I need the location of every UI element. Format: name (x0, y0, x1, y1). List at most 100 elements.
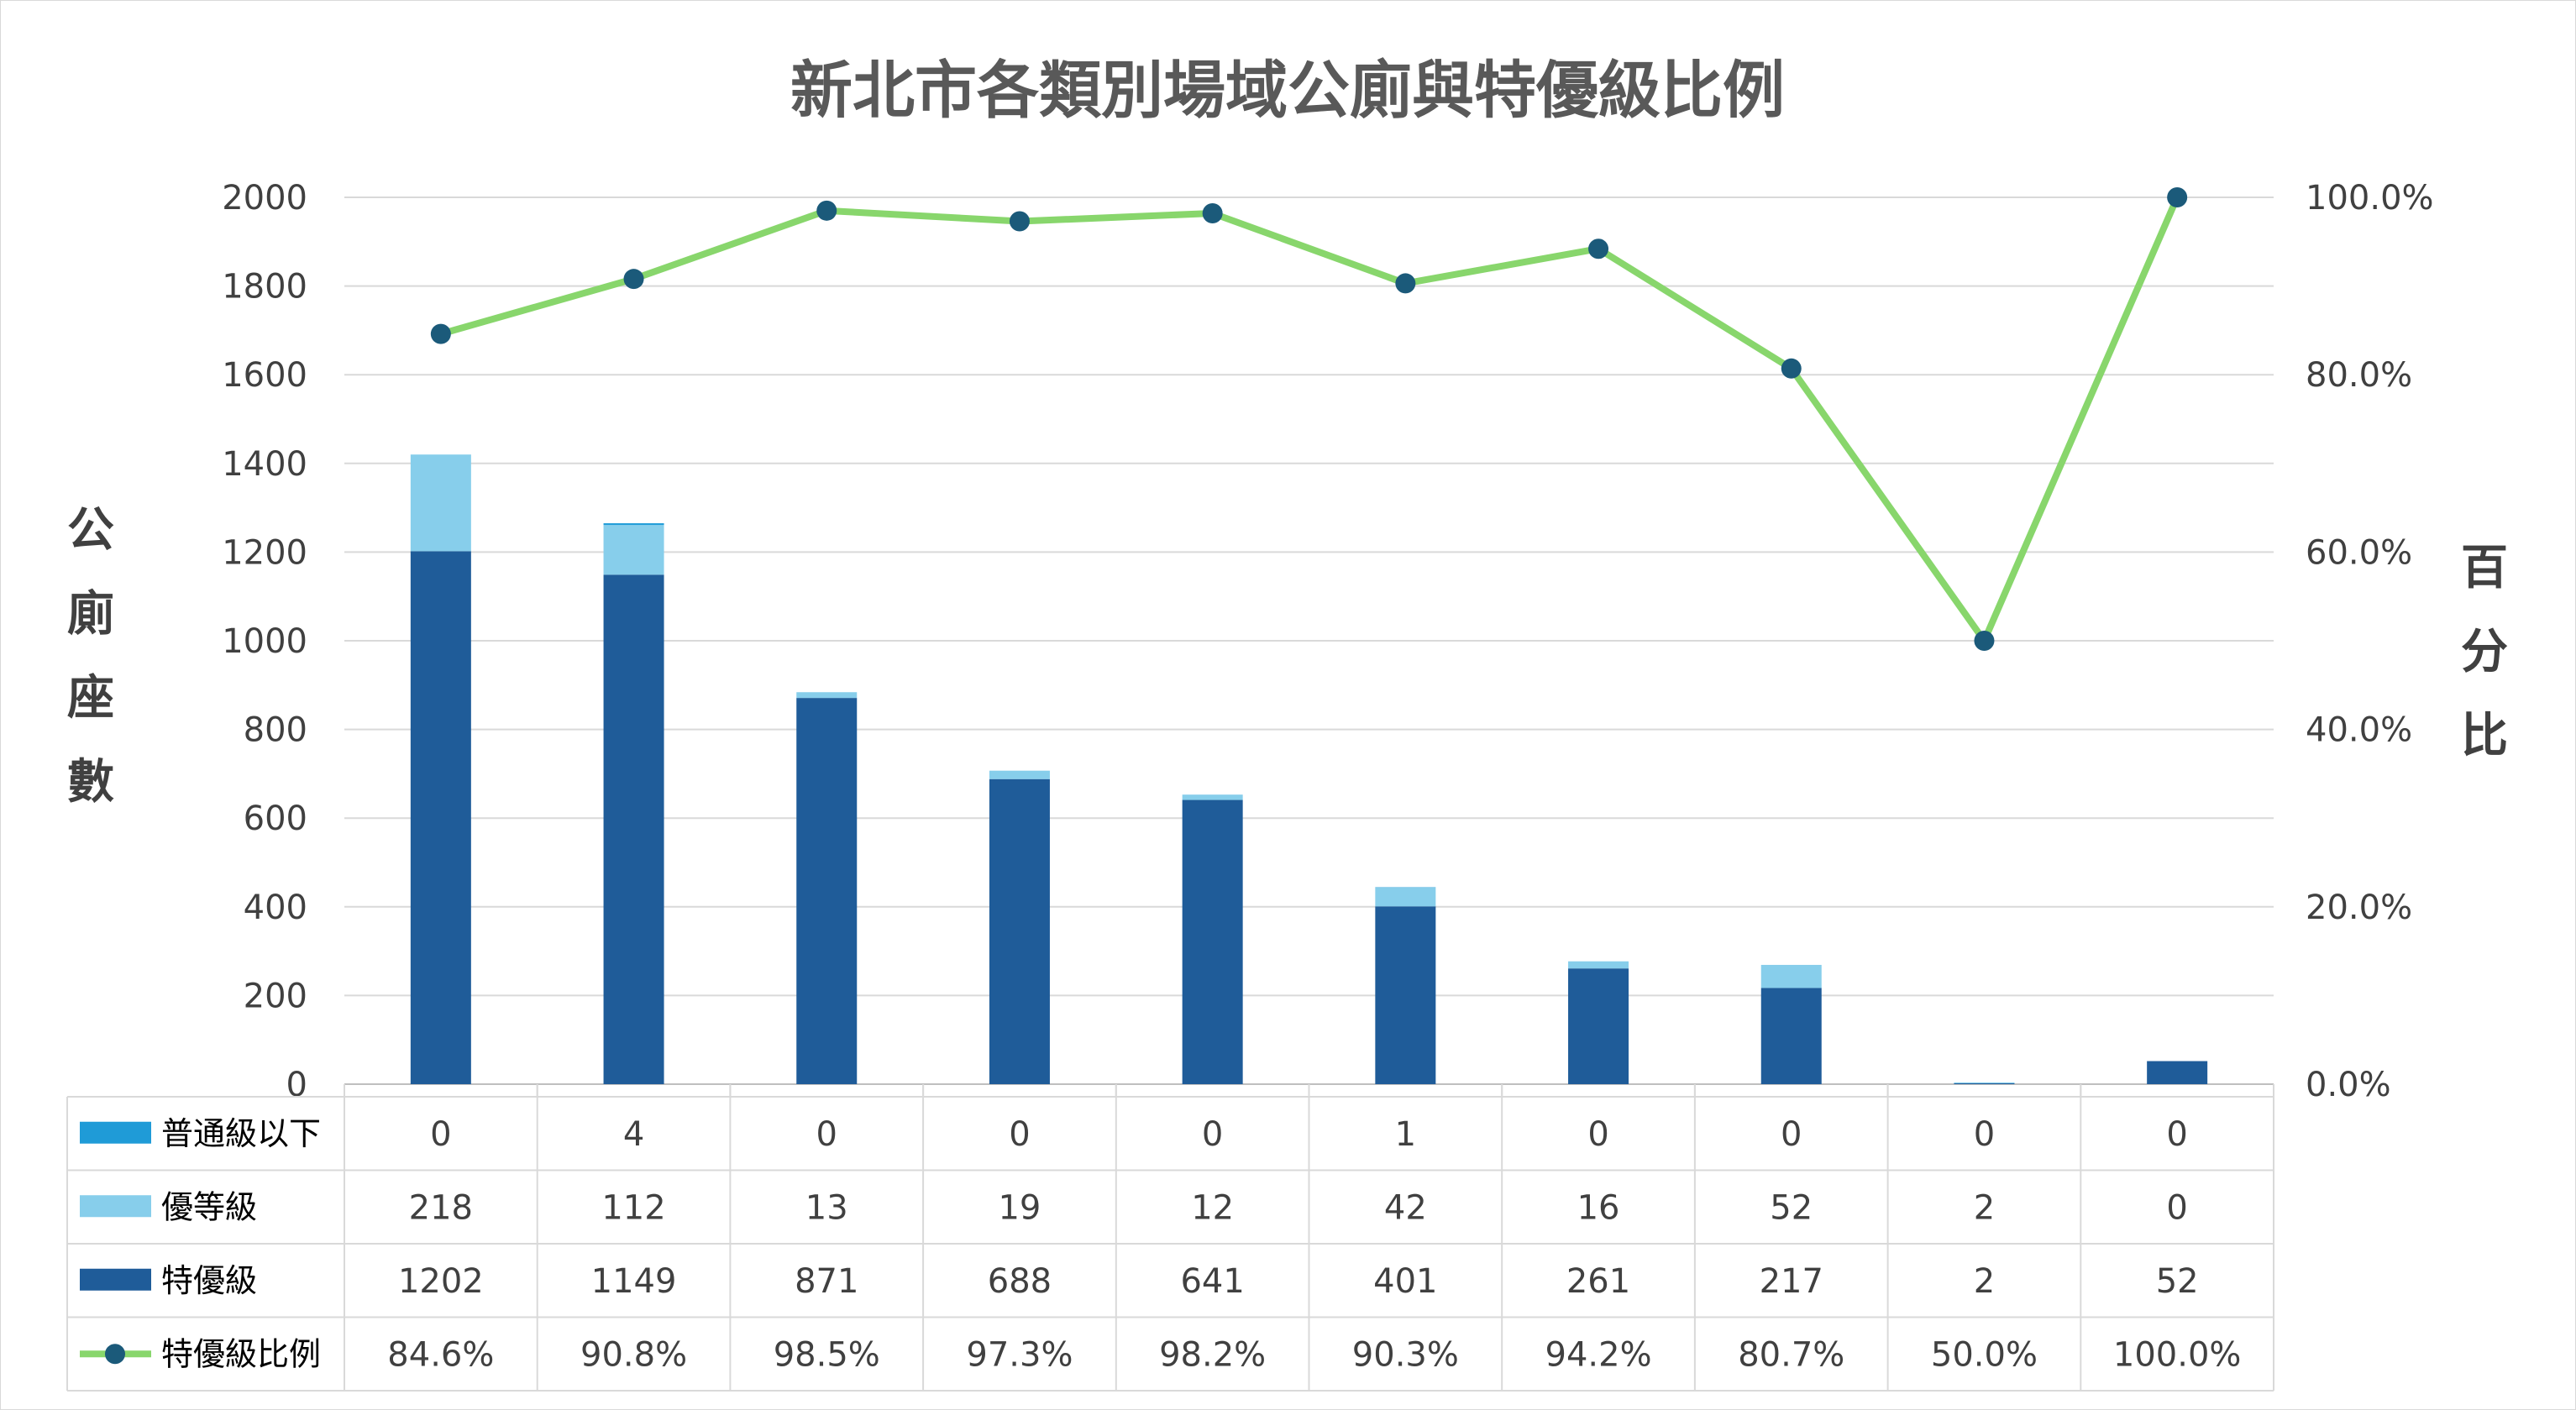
bar-特優級 (2147, 1061, 2208, 1084)
right-axis-title: 百分比 (2461, 541, 2508, 763)
table-cell: 2 (1974, 1188, 1995, 1227)
table-cell: 261 (1566, 1262, 1630, 1301)
table-cell: 0 (1202, 1115, 1223, 1154)
table-cell: 0 (2166, 1188, 2187, 1227)
left-axis-title-char: 廁 (67, 587, 114, 642)
right-axis-title-char: 比 (2461, 709, 2508, 763)
bar-優等級 (796, 692, 858, 699)
ratio-point (1009, 211, 1030, 232)
table-cell: 1 (1395, 1115, 1416, 1154)
table-cell: 52 (1770, 1188, 1813, 1227)
table-cell: 871 (795, 1262, 858, 1301)
right-tick-label: 100.0% (2306, 179, 2434, 218)
bar-優等級 (1954, 1082, 2015, 1083)
table-cell: 218 (409, 1188, 473, 1227)
table-cell: 1149 (591, 1262, 677, 1301)
bar-特優級 (1954, 1082, 2015, 1084)
table-cell: 0 (430, 1115, 451, 1154)
table-cell: 80.7% (1738, 1335, 1844, 1374)
table-cell: 0 (1009, 1115, 1030, 1154)
gridlines (344, 197, 2274, 1085)
right-tick-label: 20.0% (2306, 888, 2412, 927)
ratio-line-path (439, 196, 2180, 644)
right-tick-label: 40.0% (2306, 711, 2412, 750)
ratio-point (1395, 273, 1416, 294)
table-cell: 94.2% (1545, 1335, 1652, 1374)
table-cell: 42 (1384, 1188, 1427, 1227)
bar-特優級 (603, 574, 664, 1084)
bar-優等級 (989, 770, 1050, 779)
left-tick-label: 1000 (222, 622, 307, 661)
bar-特優級 (1182, 799, 1243, 1084)
legend-key-普通級以下 (80, 1121, 151, 1144)
legend-key-marker (105, 1344, 125, 1365)
table-cell: 401 (1373, 1262, 1437, 1301)
bar-特優級 (1760, 988, 1822, 1084)
table-cell: 50.0% (1931, 1335, 2038, 1374)
ratio-point (1588, 238, 1609, 259)
left-tick-label: 0 (286, 1066, 307, 1104)
bar-優等級 (1182, 794, 1243, 800)
table-cell: 13 (805, 1188, 848, 1227)
table-cell: 0 (816, 1115, 837, 1154)
bar-優等級 (603, 525, 664, 575)
ratio-point (623, 269, 644, 290)
ratio-line (430, 187, 2188, 651)
bar-優等級 (410, 454, 471, 552)
right-tick-label: 0.0% (2306, 1066, 2391, 1104)
bar-優等級 (1568, 961, 1629, 969)
bar-特優級 (989, 778, 1050, 1084)
table-cell: 1202 (398, 1262, 484, 1301)
legend-key-特優級 (80, 1268, 151, 1291)
left-tick-label: 800 (244, 711, 307, 750)
ratio-point (816, 200, 837, 221)
left-axis-title-char: 數 (67, 755, 114, 810)
table-cell: 688 (988, 1262, 1052, 1301)
table-cell: 100.0% (2113, 1335, 2242, 1374)
table-cell: 52 (2156, 1262, 2199, 1301)
ratio-point (430, 323, 451, 344)
bar-優等級 (1375, 888, 1436, 907)
legend-label: 特優級比例 (161, 1335, 321, 1372)
ratio-point (1781, 358, 1802, 379)
bar-優等級 (1760, 964, 1822, 988)
left-tick-label: 400 (244, 888, 307, 927)
table-cell: 90.8% (580, 1335, 687, 1374)
table-cell: 0 (1587, 1115, 1608, 1154)
table-cell: 97.3% (966, 1335, 1073, 1374)
bar-特優級 (1375, 906, 1436, 1084)
table-cell: 217 (1760, 1262, 1823, 1301)
ratio-point (1202, 203, 1223, 224)
table-cell: 90.3% (1352, 1335, 1459, 1374)
left-tick-label: 600 (244, 799, 307, 838)
table-cell: 0 (1781, 1115, 1802, 1154)
left-axis-ticks: 0 200 400 600 800 1000 1200 1400 1600 1800 2000 (222, 179, 307, 1104)
left-tick-label: 1600 (222, 356, 307, 395)
right-axis-title-char: 分 (2461, 625, 2508, 679)
bar-普通級以下 (603, 523, 664, 526)
table-cell: 16 (1577, 1188, 1620, 1227)
left-tick-label: 200 (244, 977, 307, 1015)
right-axis-title-char: 百 (2461, 541, 2508, 595)
right-tick-label: 80.0% (2306, 356, 2412, 395)
legend-label: 普通級以下 (161, 1115, 321, 1152)
legend-label: 優等級 (161, 1188, 257, 1225)
bar-特優級 (1568, 968, 1629, 1084)
table-cell: 112 (601, 1188, 665, 1227)
left-tick-label: 1400 (222, 445, 307, 484)
bar-特優級 (410, 551, 471, 1084)
bar-特優級 (796, 698, 858, 1084)
table-cell: 4 (623, 1115, 644, 1154)
table-cell: 2 (1974, 1262, 1995, 1301)
table-cell: 12 (1191, 1188, 1234, 1227)
chart-title: 新北市各類別場域公廁與特優級比例 (790, 55, 1785, 127)
table-cell: 98.2% (1159, 1335, 1266, 1374)
left-axis-title-char: 公 (67, 503, 114, 558)
table-cell: 0 (2166, 1115, 2187, 1154)
ratio-point (2167, 187, 2188, 207)
left-axis-title-char: 座 (67, 671, 114, 726)
table-cell: 19 (998, 1188, 1041, 1227)
left-tick-label: 1800 (222, 268, 307, 307)
